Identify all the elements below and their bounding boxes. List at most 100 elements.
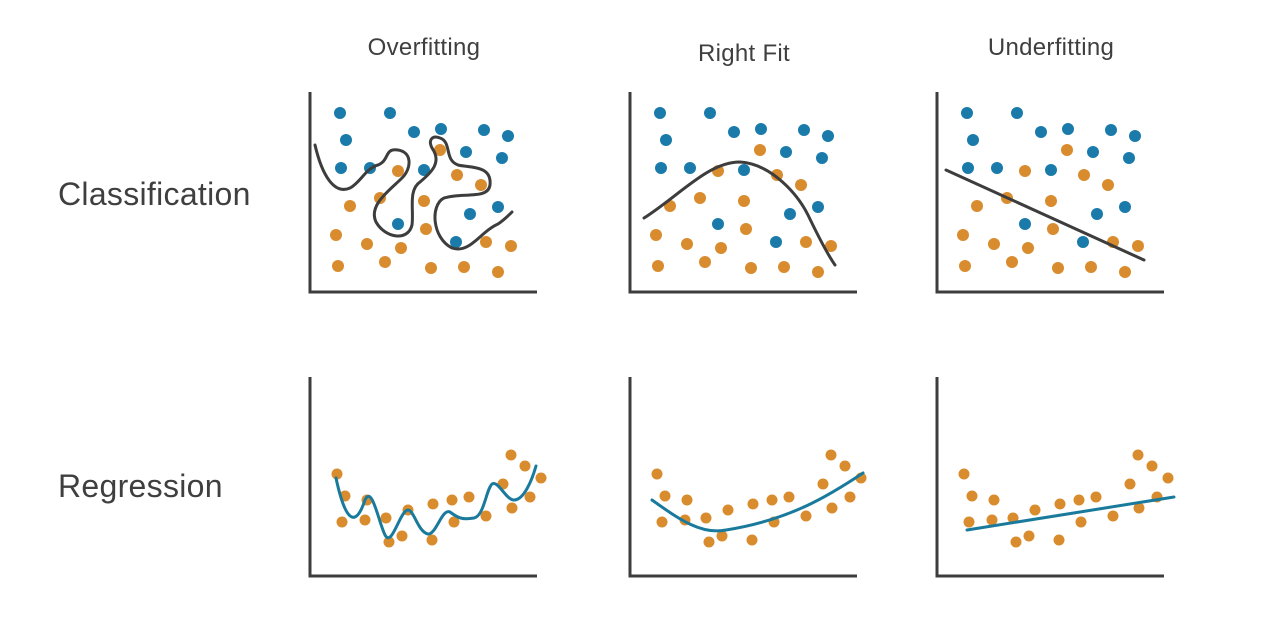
class-b-point	[1061, 144, 1073, 156]
regression-point	[700, 512, 712, 524]
regression-point	[844, 491, 856, 503]
regression-point	[839, 460, 851, 472]
class-a-point	[450, 236, 462, 248]
regression-point	[1075, 516, 1087, 528]
class-b-point	[344, 200, 356, 212]
class-b-point	[1085, 261, 1097, 273]
class-a-point	[1123, 152, 1135, 164]
class-a-point	[340, 134, 352, 146]
regression-point	[747, 498, 759, 510]
class-a-point	[435, 123, 447, 135]
class-a-point	[738, 164, 750, 176]
column-title-right-fit: Right Fit	[697, 40, 791, 67]
regression-point	[703, 536, 715, 548]
class-b-point	[418, 195, 430, 207]
class-b-point	[475, 179, 487, 191]
class-a-point	[1019, 218, 1031, 230]
regression-point	[681, 494, 693, 506]
class-b-point	[754, 144, 766, 156]
class-a-point	[335, 162, 347, 174]
class-a-point	[1087, 146, 1099, 158]
class-b-point	[434, 144, 446, 156]
row-label-classification: Classification	[58, 176, 251, 212]
regression-axes-overfitting	[308, 377, 537, 578]
class-b-point	[1078, 169, 1090, 181]
regression-point	[331, 468, 343, 480]
class-b-point	[988, 238, 1000, 250]
class-b-point	[652, 260, 664, 272]
class-a-point	[1035, 126, 1047, 138]
regression-point	[722, 504, 734, 516]
class-a-point	[812, 201, 824, 213]
class-a-point	[496, 152, 508, 164]
class-a-point	[961, 107, 973, 119]
class-b-point	[420, 223, 432, 235]
class-a-point	[408, 126, 420, 138]
class-b-point	[795, 179, 807, 191]
class-b-point	[332, 260, 344, 272]
regression-point	[958, 468, 970, 480]
class-a-point	[334, 107, 346, 119]
regression-point	[1162, 472, 1174, 484]
regression-axes-underfitting	[935, 377, 1164, 578]
class-b-point	[392, 165, 404, 177]
class-b-point	[738, 195, 750, 207]
class-b-point	[715, 242, 727, 254]
class-b-point	[778, 261, 790, 273]
regression-point	[659, 490, 671, 502]
regression-point	[966, 490, 978, 502]
regression-point	[506, 502, 518, 514]
class-b-point	[458, 261, 470, 273]
regression-point	[448, 516, 460, 528]
regression-point	[380, 512, 392, 524]
class-a-point	[784, 208, 796, 220]
class-a-point	[492, 201, 504, 213]
class-b-point	[681, 238, 693, 250]
class-a-point	[418, 164, 430, 176]
regression-point	[519, 460, 531, 472]
class-a-point	[816, 152, 828, 164]
class-b-point	[1132, 240, 1144, 252]
class-a-point	[728, 126, 740, 138]
class-b-point	[957, 229, 969, 241]
class-a-point	[1129, 130, 1141, 142]
regression-point	[1023, 530, 1035, 542]
regression-curve-underfitting	[965, 495, 1176, 532]
regression-point	[1053, 534, 1065, 546]
regression-point	[746, 534, 758, 546]
decision-boundary-right-fit	[642, 160, 837, 267]
regression-point	[426, 534, 438, 546]
regression-point	[1133, 502, 1145, 514]
regression-point	[1090, 491, 1102, 503]
class-a-point	[755, 123, 767, 135]
class-b-point	[505, 240, 517, 252]
class-a-point	[1062, 123, 1074, 135]
class-a-point	[991, 162, 1003, 174]
class-b-point	[1045, 195, 1057, 207]
class-b-point	[451, 169, 463, 181]
regression-point	[524, 491, 536, 503]
class-a-point	[962, 162, 974, 174]
regression-point	[535, 472, 547, 484]
regression-axes-right-fit	[628, 377, 857, 578]
class-a-point	[478, 124, 490, 136]
class-a-point	[770, 236, 782, 248]
column-title-underfitting: Underfitting	[987, 34, 1115, 61]
regression-point	[427, 498, 439, 510]
class-b-point	[1006, 256, 1018, 268]
class-a-point	[1091, 208, 1103, 220]
class-b-point	[395, 242, 407, 254]
decision-boundary-underfitting	[944, 168, 1146, 262]
class-b-point	[650, 229, 662, 241]
class-b-point	[745, 262, 757, 274]
class-b-point	[800, 236, 812, 248]
regression-point	[1010, 536, 1022, 548]
class-b-point	[330, 229, 342, 241]
regression-point	[1054, 498, 1066, 510]
class-a-point	[654, 107, 666, 119]
class-b-point	[1022, 242, 1034, 254]
class-a-point	[967, 134, 979, 146]
class-b-point	[1019, 165, 1031, 177]
class-b-point	[825, 240, 837, 252]
regression-point	[446, 494, 458, 506]
